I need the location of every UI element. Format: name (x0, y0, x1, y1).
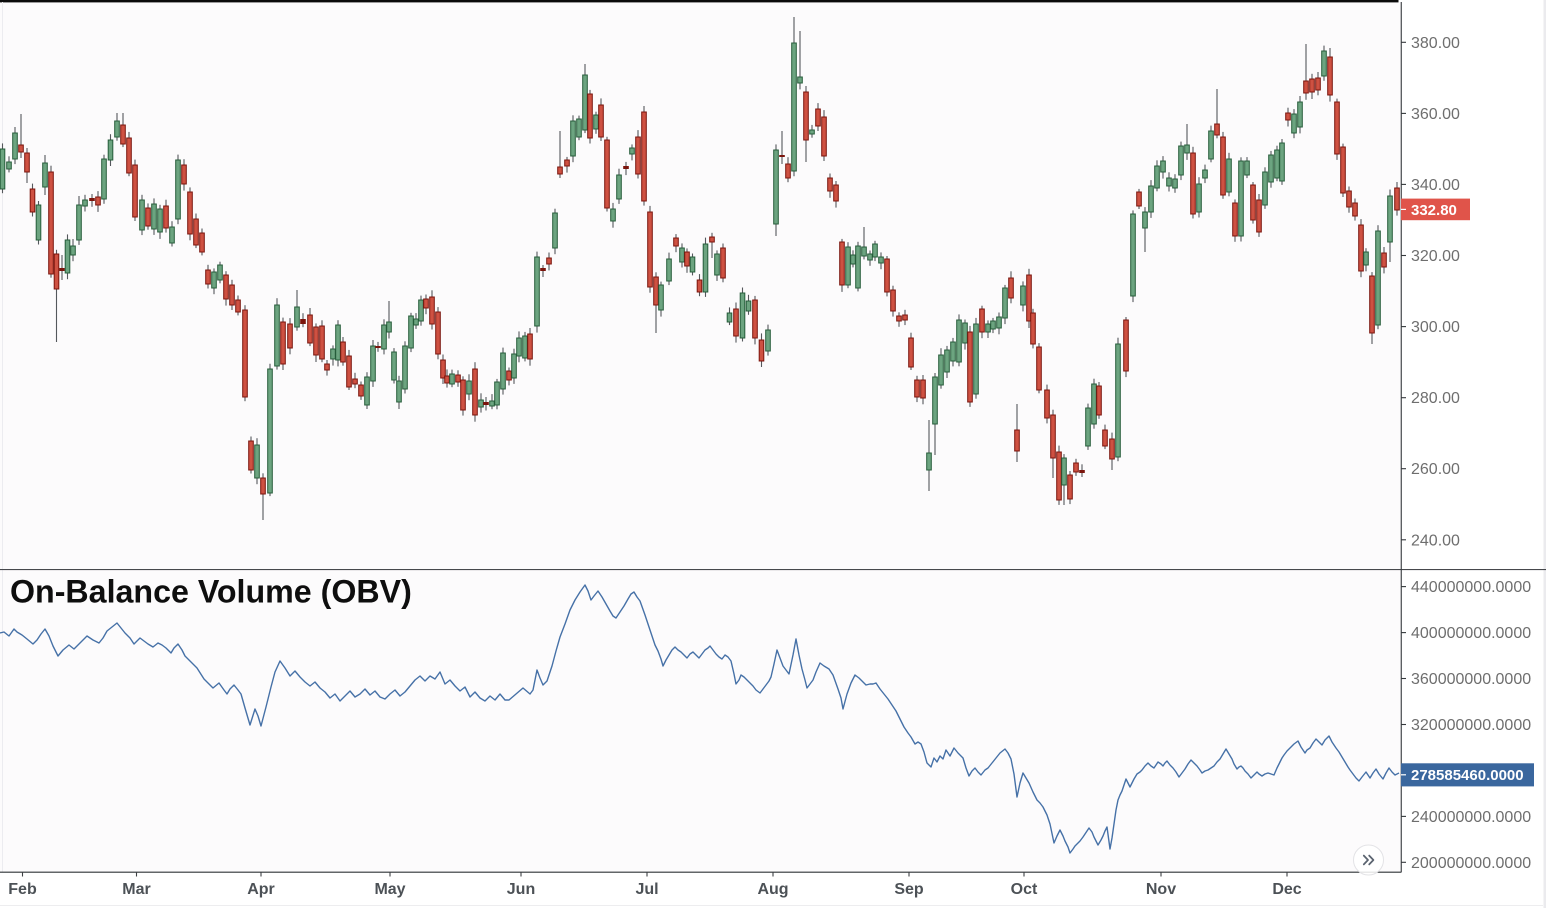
svg-text:Jul: Jul (635, 881, 658, 898)
svg-text:400000000.0000: 400000000.0000 (1411, 625, 1531, 642)
svg-text:340.00: 340.00 (1411, 177, 1460, 194)
svg-text:On-Balance Volume (OBV): On-Balance Volume (OBV) (10, 574, 412, 610)
svg-text:Oct: Oct (1011, 881, 1038, 898)
svg-text:320000000.0000: 320000000.0000 (1411, 717, 1531, 734)
svg-text:Dec: Dec (1272, 881, 1301, 898)
svg-text:Aug: Aug (757, 881, 788, 898)
svg-text:240.00: 240.00 (1411, 532, 1460, 549)
svg-text:300.00: 300.00 (1411, 319, 1460, 336)
svg-text:Nov: Nov (1146, 881, 1176, 898)
svg-text:Jun: Jun (507, 881, 535, 898)
svg-text:200000000.0000: 200000000.0000 (1411, 855, 1531, 872)
svg-text:260.00: 260.00 (1411, 461, 1460, 478)
svg-text:Feb: Feb (8, 881, 37, 898)
svg-text:Mar: Mar (122, 881, 150, 898)
svg-text:278585460.0000: 278585460.0000 (1411, 767, 1524, 784)
svg-text:Sep: Sep (894, 881, 924, 898)
svg-text:332.80: 332.80 (1411, 202, 1457, 219)
svg-text:440000000.0000: 440000000.0000 (1411, 579, 1531, 596)
svg-text:240000000.0000: 240000000.0000 (1411, 809, 1531, 826)
svg-text:360000000.0000: 360000000.0000 (1411, 671, 1531, 688)
svg-text:280.00: 280.00 (1411, 390, 1460, 407)
svg-text:320.00: 320.00 (1411, 248, 1460, 265)
svg-text:Apr: Apr (247, 881, 275, 898)
svg-text:380.00: 380.00 (1411, 35, 1460, 52)
svg-text:May: May (374, 881, 405, 898)
svg-text:360.00: 360.00 (1411, 106, 1460, 123)
